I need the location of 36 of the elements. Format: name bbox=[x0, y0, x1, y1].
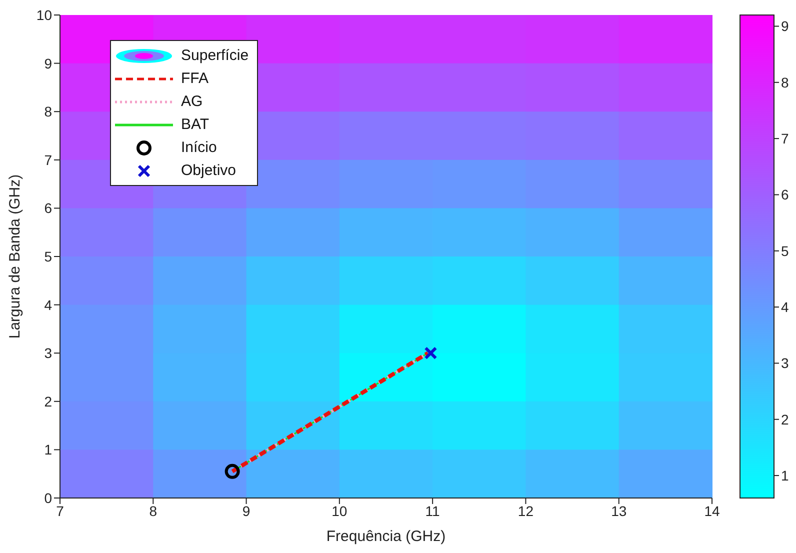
x-tick-label: 13 bbox=[611, 502, 627, 519]
legend-label: AG bbox=[181, 93, 203, 110]
color-bar-label: 9 bbox=[781, 18, 789, 34]
y-tick-label: 9 bbox=[44, 55, 52, 72]
color-bar-label: 4 bbox=[781, 299, 789, 316]
x-tick-label: 14 bbox=[704, 502, 720, 519]
y-axis-title: Largura de Banda (GHz) bbox=[6, 174, 24, 339]
legend-label: FFA bbox=[181, 70, 209, 87]
x-tick-label: 8 bbox=[149, 502, 158, 519]
x-tick-label: 11 bbox=[425, 502, 440, 519]
y-tick-label: 2 bbox=[44, 393, 52, 410]
color-bar-label: 7 bbox=[781, 130, 789, 147]
color-bar-label: 2 bbox=[781, 411, 789, 428]
color-bar-label: 1 bbox=[781, 468, 789, 484]
y-tick-label: 5 bbox=[44, 248, 52, 264]
x-tick-label: 10 bbox=[332, 502, 348, 519]
color-bar-label: 3 bbox=[781, 355, 789, 372]
color-bar-label: 6 bbox=[781, 186, 789, 203]
y-tick-label: 3 bbox=[44, 345, 52, 362]
y-tick-label: 7 bbox=[44, 152, 52, 168]
x-axis-title: Frequência (GHz) bbox=[326, 528, 446, 545]
legend-label: BAT bbox=[181, 116, 210, 133]
color-bar-label: 5 bbox=[781, 242, 789, 259]
x-tick-label: 9 bbox=[242, 502, 250, 519]
legend-label: Início bbox=[181, 139, 217, 156]
color-bar-label: 8 bbox=[781, 74, 789, 90]
y-tick-label: 1 bbox=[44, 442, 52, 458]
y-tick-label: 10 bbox=[36, 6, 52, 23]
y-tick-label: 8 bbox=[44, 104, 52, 120]
text: Superfície bbox=[181, 47, 249, 64]
y-tick-label: 0 bbox=[44, 490, 52, 506]
x-tick-label: 7 bbox=[56, 502, 64, 519]
x-tick-label: 12 bbox=[518, 502, 534, 519]
legend-label: Objetivo bbox=[181, 162, 236, 179]
y-tick-label: 6 bbox=[44, 200, 52, 216]
y-tick-label: 4 bbox=[44, 296, 52, 313]
